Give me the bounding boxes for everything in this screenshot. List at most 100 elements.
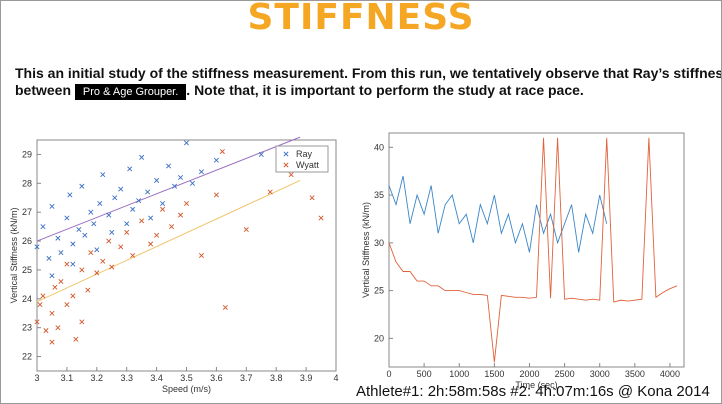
point [213, 157, 219, 163]
point [64, 302, 70, 308]
x-tick-label: 0 [386, 369, 391, 379]
text: . Note that, it is important to perform … [186, 82, 584, 98]
y-tick-label: 27 [22, 207, 32, 217]
point [40, 293, 46, 299]
x-tick-label: 3000 [590, 369, 610, 379]
x-tick-label: 4 [333, 373, 338, 383]
point [178, 175, 184, 181]
y-tick-label: 28 [22, 178, 32, 188]
point [160, 201, 166, 207]
series-line [388, 175, 608, 253]
point [198, 169, 204, 175]
x-tick-label: 3 [34, 373, 39, 383]
x-tick-label: 1500 [484, 369, 504, 379]
point [183, 201, 190, 207]
point [34, 244, 40, 250]
point [40, 224, 46, 230]
point [49, 203, 55, 209]
point [49, 339, 55, 345]
y-tick-label: 20 [374, 333, 384, 343]
point [64, 215, 70, 221]
point [166, 163, 172, 169]
fit-line [36, 136, 301, 242]
x-tick-label: 4000 [660, 369, 680, 379]
x-tick-label: 1000 [449, 369, 469, 379]
series-line [388, 137, 678, 363]
point [88, 250, 94, 256]
point [154, 232, 160, 238]
y-axis-label: Vertical Stiffness (kN/m) [9, 208, 19, 304]
point [172, 183, 178, 189]
point [118, 186, 124, 192]
point [183, 140, 190, 146]
x-tick-label: 3.8 [270, 373, 283, 383]
point [106, 238, 112, 244]
point [70, 261, 76, 267]
point [243, 226, 249, 233]
point [148, 241, 154, 247]
point [34, 319, 40, 325]
point [70, 241, 76, 247]
x-tick-label: 500 [417, 369, 432, 379]
y-tick-label: 29 [22, 149, 32, 159]
y-tick-label: 26 [22, 236, 32, 246]
point [118, 244, 124, 250]
point [169, 224, 175, 230]
y-tick-label: 40 [374, 142, 384, 152]
point [136, 198, 142, 204]
point [148, 215, 154, 221]
point [70, 293, 76, 299]
point [160, 206, 166, 212]
y-tick-label: 25 [374, 286, 384, 296]
point [258, 151, 264, 157]
point [124, 221, 130, 227]
point [76, 226, 82, 233]
body-line: between Pro & Age Grouper.. Note that, i… [15, 82, 584, 100]
x-tick-label: 3.9 [300, 373, 313, 383]
point [189, 180, 195, 186]
point [318, 215, 324, 221]
x-tick-label: 2500 [555, 369, 575, 379]
point [49, 310, 55, 316]
point [213, 192, 219, 198]
legend [275, 145, 329, 173]
point [145, 189, 151, 195]
point [112, 195, 118, 201]
point [64, 261, 70, 267]
x-tick-label: 3.4 [150, 373, 163, 383]
y-tick-label: 22 [22, 352, 32, 362]
y-axis-label: Vertical Stiffness (kN/m) [361, 202, 371, 298]
point [37, 302, 43, 308]
point [198, 252, 204, 259]
point [100, 172, 106, 178]
point [109, 264, 115, 270]
point [130, 252, 136, 259]
point [91, 221, 97, 227]
x-tick-label: 3.2 [91, 373, 104, 383]
point [109, 229, 115, 235]
point [100, 258, 106, 264]
point [130, 206, 136, 212]
x-tick-label: 3.1 [61, 373, 74, 383]
point [58, 278, 64, 285]
point [127, 166, 133, 172]
point [85, 287, 91, 293]
point [94, 247, 100, 253]
point [88, 209, 94, 215]
point [222, 304, 228, 310]
point [139, 218, 145, 224]
point [55, 325, 61, 331]
y-tick-label: 30 [374, 238, 384, 248]
point [94, 270, 100, 276]
point [106, 212, 112, 218]
x-tick-label: 2000 [519, 369, 539, 379]
fit-line [36, 179, 301, 303]
point [67, 192, 73, 198]
legend-label: Ray [296, 149, 313, 159]
point [49, 273, 55, 279]
plot-area [388, 132, 685, 368]
point [43, 328, 49, 334]
point [52, 284, 58, 290]
